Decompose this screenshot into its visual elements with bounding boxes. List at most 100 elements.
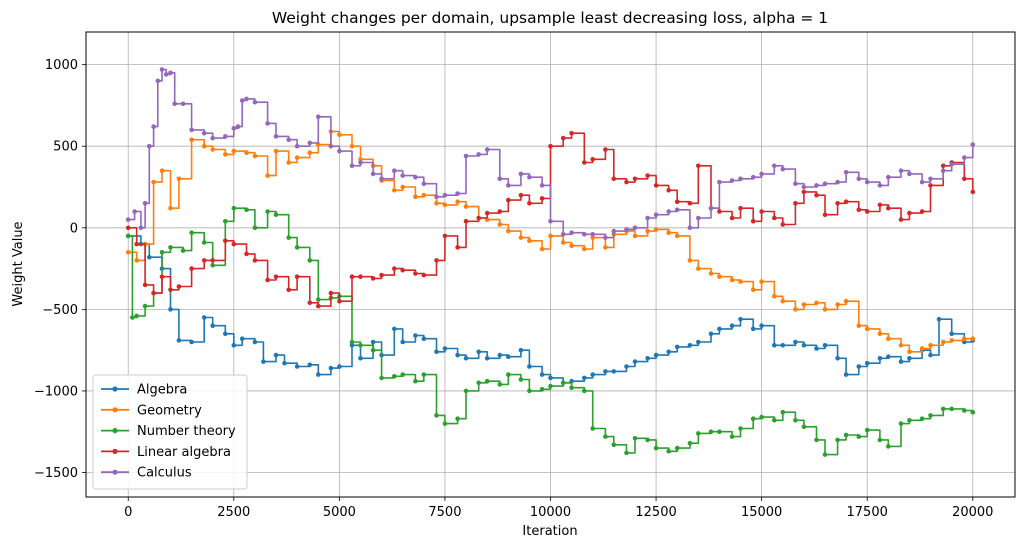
data-point (476, 380, 482, 386)
data-point (886, 336, 891, 342)
data-point (392, 374, 397, 379)
data-point (569, 130, 574, 136)
data-point (201, 258, 207, 263)
data-point (843, 199, 849, 204)
data-point (434, 258, 439, 263)
data-point (125, 250, 131, 255)
legend-label: Geometry (137, 403, 202, 418)
data-point (189, 339, 194, 345)
data-point (590, 426, 595, 431)
data-point (151, 124, 156, 129)
series-layer (125, 67, 976, 457)
legend: Algebra Geometry Number theory Linear algeb… (92, 374, 248, 490)
data-point (907, 210, 912, 216)
data-point (497, 176, 503, 182)
data-point (717, 326, 722, 332)
data-point (856, 323, 862, 329)
data-point (674, 199, 680, 204)
data-point (898, 168, 904, 173)
data-point (864, 360, 870, 366)
data-point (645, 356, 650, 361)
data-point (201, 315, 207, 320)
data-point (548, 383, 553, 389)
data-point (569, 243, 574, 248)
data-point (687, 258, 693, 263)
data-point (645, 173, 650, 178)
data-point (962, 336, 967, 342)
data-point (877, 202, 883, 208)
data-point (265, 209, 270, 214)
data-point (928, 176, 933, 182)
data-point (949, 331, 954, 337)
data-point (919, 346, 925, 351)
data-point (210, 147, 215, 152)
data-point (273, 212, 279, 217)
data-point (886, 205, 891, 211)
data-point (307, 150, 313, 155)
data-point (738, 279, 743, 284)
data-point (413, 333, 418, 338)
data-point (624, 450, 629, 456)
data-point (282, 360, 287, 366)
data-point (370, 347, 376, 353)
data-point (560, 232, 566, 237)
data-point (582, 246, 587, 252)
legend-item-algebra: Algebra (101, 383, 187, 398)
data-point (624, 179, 629, 185)
data-point (548, 375, 553, 381)
data-point (624, 364, 629, 369)
data-point (696, 215, 701, 221)
data-point (476, 215, 482, 221)
data-point (252, 258, 258, 263)
data-point (286, 235, 292, 240)
data-point (801, 302, 807, 307)
data-point (201, 130, 207, 136)
data-point (273, 274, 279, 280)
data-point (645, 437, 650, 443)
data-point (497, 222, 503, 227)
data-point (772, 163, 777, 169)
data-point (814, 183, 819, 188)
data-point (687, 440, 693, 446)
data-point (261, 359, 266, 364)
data-point (506, 228, 511, 234)
data-point (273, 148, 279, 154)
data-point (877, 183, 883, 188)
data-point (252, 339, 258, 345)
data-point (898, 359, 904, 364)
data-point (265, 173, 270, 178)
data-point (801, 189, 807, 195)
y-tick-label: −500 (42, 303, 78, 318)
data-point (772, 418, 777, 423)
data-point (307, 300, 313, 306)
data-point (611, 176, 617, 182)
data-point (674, 233, 680, 239)
x-tick-label: 17500 (847, 505, 888, 520)
data-point (463, 219, 469, 224)
data-point (358, 274, 363, 280)
data-point (294, 143, 300, 149)
data-point (886, 354, 891, 360)
data-point (603, 235, 608, 240)
data-point (176, 338, 182, 343)
data-point (252, 99, 258, 105)
data-point (463, 153, 469, 159)
data-point (252, 225, 258, 231)
data-point (189, 137, 194, 142)
data-point (349, 274, 355, 280)
data-point (231, 241, 237, 247)
data-point (835, 201, 840, 206)
data-point (560, 380, 566, 386)
data-point (328, 365, 334, 371)
data-point (358, 157, 363, 162)
data-point (738, 316, 743, 322)
data-point (506, 183, 511, 188)
data-point (632, 436, 638, 441)
data-point (898, 217, 904, 222)
x-ticks: 0 2500 5000 7500 10000 12500 15000 17500 20000 (124, 497, 993, 520)
data-point (497, 382, 503, 387)
data-point (527, 174, 532, 180)
x-tick-label: 2500 (217, 505, 250, 520)
data-point (497, 352, 503, 358)
data-point (772, 215, 777, 221)
